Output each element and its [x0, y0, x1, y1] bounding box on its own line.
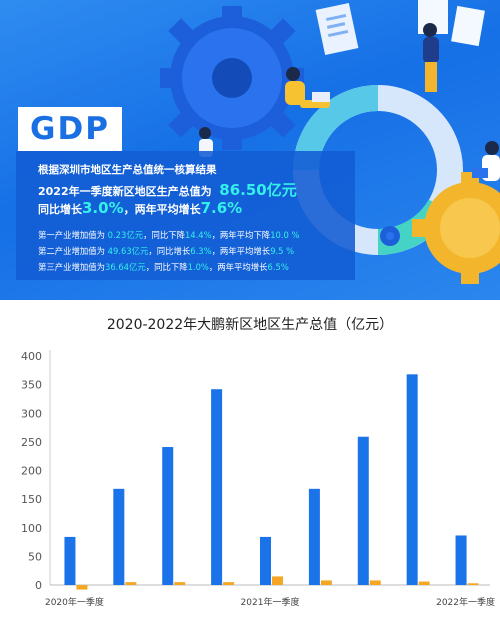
gdp-bar: [357, 436, 369, 585]
gdp-bar: [64, 536, 76, 585]
person-figure: [285, 67, 330, 108]
sector-tertiary: 第三产业增加值为36.64亿元，同比下降1.0%，两年平均增长6.5%: [38, 262, 289, 272]
y-tick-label: 200: [21, 465, 42, 478]
y-tick-label: 150: [21, 493, 42, 506]
gdp-bar: [308, 488, 320, 585]
y-tick-label: 350: [21, 379, 42, 392]
growth-bar: [272, 576, 283, 585]
gdp-summary-box: 根据深圳市地区生产总值统一核算结果 2022年一季度新区地区生产总值为 86.5…: [16, 151, 355, 280]
growth-bar: [125, 582, 137, 585]
summary-total: 2022年一季度新区地区生产总值为 86.50亿元: [38, 181, 297, 199]
illustration: [160, 0, 500, 284]
chart-title: 2020-2022年大鹏新区地区生产总值（亿元）: [106, 317, 394, 333]
y-tick-label: 0: [35, 579, 42, 592]
y-tick-label: 250: [21, 436, 42, 449]
gdp-label: GDP: [18, 107, 122, 151]
sector-primary: 第一产业增加值为 0.23亿元，同比下降14.4%，两年平均下降10.0 %: [38, 230, 300, 240]
person-figure: [423, 23, 439, 92]
y-tick-label: 100: [21, 522, 42, 535]
two-year-growth: 7.6%: [200, 199, 243, 217]
growth-bar: [174, 582, 186, 585]
x-tick-label: 2021年一季度: [241, 596, 300, 608]
growth-bar: [369, 580, 381, 585]
gear-icon: [380, 226, 400, 246]
x-tick-label: 2022年一季度: [436, 596, 495, 608]
chart-area: 0 50 100 150 200 250 300 350 400 2020年一季度 2021年一季度…: [0, 300, 500, 625]
gdp-bar: [260, 536, 271, 585]
summary-intro: 根据深圳市地区生产总值统一核算结果: [38, 164, 217, 176]
growth-rate: 3.0%: [82, 199, 124, 217]
gear-icon: [160, 6, 304, 150]
growth-bar: [223, 582, 235, 585]
y-tick-label: 50: [28, 550, 42, 563]
person-figure: [472, 141, 500, 181]
x-tick-label: 2020年一季度: [45, 596, 104, 608]
gear-icon: [412, 172, 500, 284]
total-gdp-value: 86.50亿元: [219, 181, 297, 199]
summary-growth: 同比增长3.0%，两年平均增长7.6%: [38, 199, 243, 217]
gdp-bar: [406, 374, 418, 585]
y-tick-label: 400: [21, 350, 42, 363]
gdp-bar: [211, 389, 223, 585]
y-tick-label: 300: [21, 407, 42, 420]
growth-bar: [320, 580, 332, 585]
bar-chart: 0 50 100 150 200 250 300 350 400 2020年一季度 2021年一季度…: [21, 350, 495, 608]
growth-bar: [467, 583, 479, 585]
document-icon: [315, 0, 485, 56]
growth-bar: [76, 585, 88, 590]
gdp-bar: [113, 488, 125, 585]
sector-secondary: 第二产业增加值为 49.63亿元，同比增长6.3%，两年平均增长9.5 %: [38, 246, 295, 256]
growth-bar: [418, 581, 430, 585]
gdp-bar: [455, 535, 467, 585]
gdp-bar: [162, 447, 174, 585]
gdp-banner: GDP 根据深圳市地区生产总值统一核算结果 2022年一季度新区地区生产总值为 …: [0, 0, 500, 300]
